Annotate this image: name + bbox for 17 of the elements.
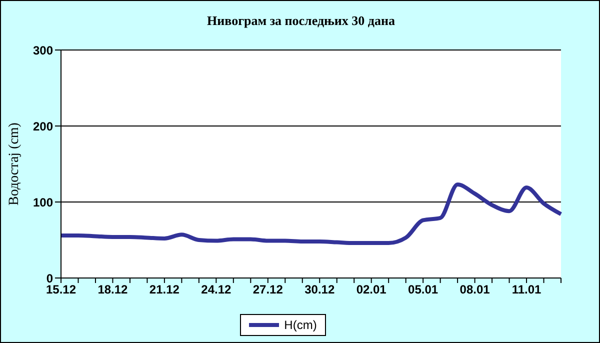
x-tick-label: 24.12	[201, 282, 232, 297]
y-tick-label: 200	[32, 119, 54, 134]
y-tick-label: 100	[32, 195, 54, 210]
y-tick-label: 0	[46, 271, 54, 286]
x-tick-label: 18.12	[98, 282, 128, 297]
x-tick-label: 08.01	[460, 282, 490, 297]
y-axis-title: Водостај (cm)	[6, 122, 22, 206]
legend-label: H(cm)	[284, 318, 317, 332]
x-tick-label: 05.01	[408, 282, 438, 297]
x-tick-label: 02.01	[356, 282, 387, 297]
chart-title: Нивограм за последњих 30 дана	[206, 13, 396, 29]
x-tick-label: 30.12	[304, 282, 335, 297]
y-tick-label: 300	[32, 43, 54, 58]
x-tick-label: 27.12	[252, 282, 284, 297]
x-tick-label: 11.01	[512, 282, 542, 297]
x-tick-label: 15.12	[46, 282, 76, 297]
x-tick-label: 21.12	[149, 282, 180, 297]
